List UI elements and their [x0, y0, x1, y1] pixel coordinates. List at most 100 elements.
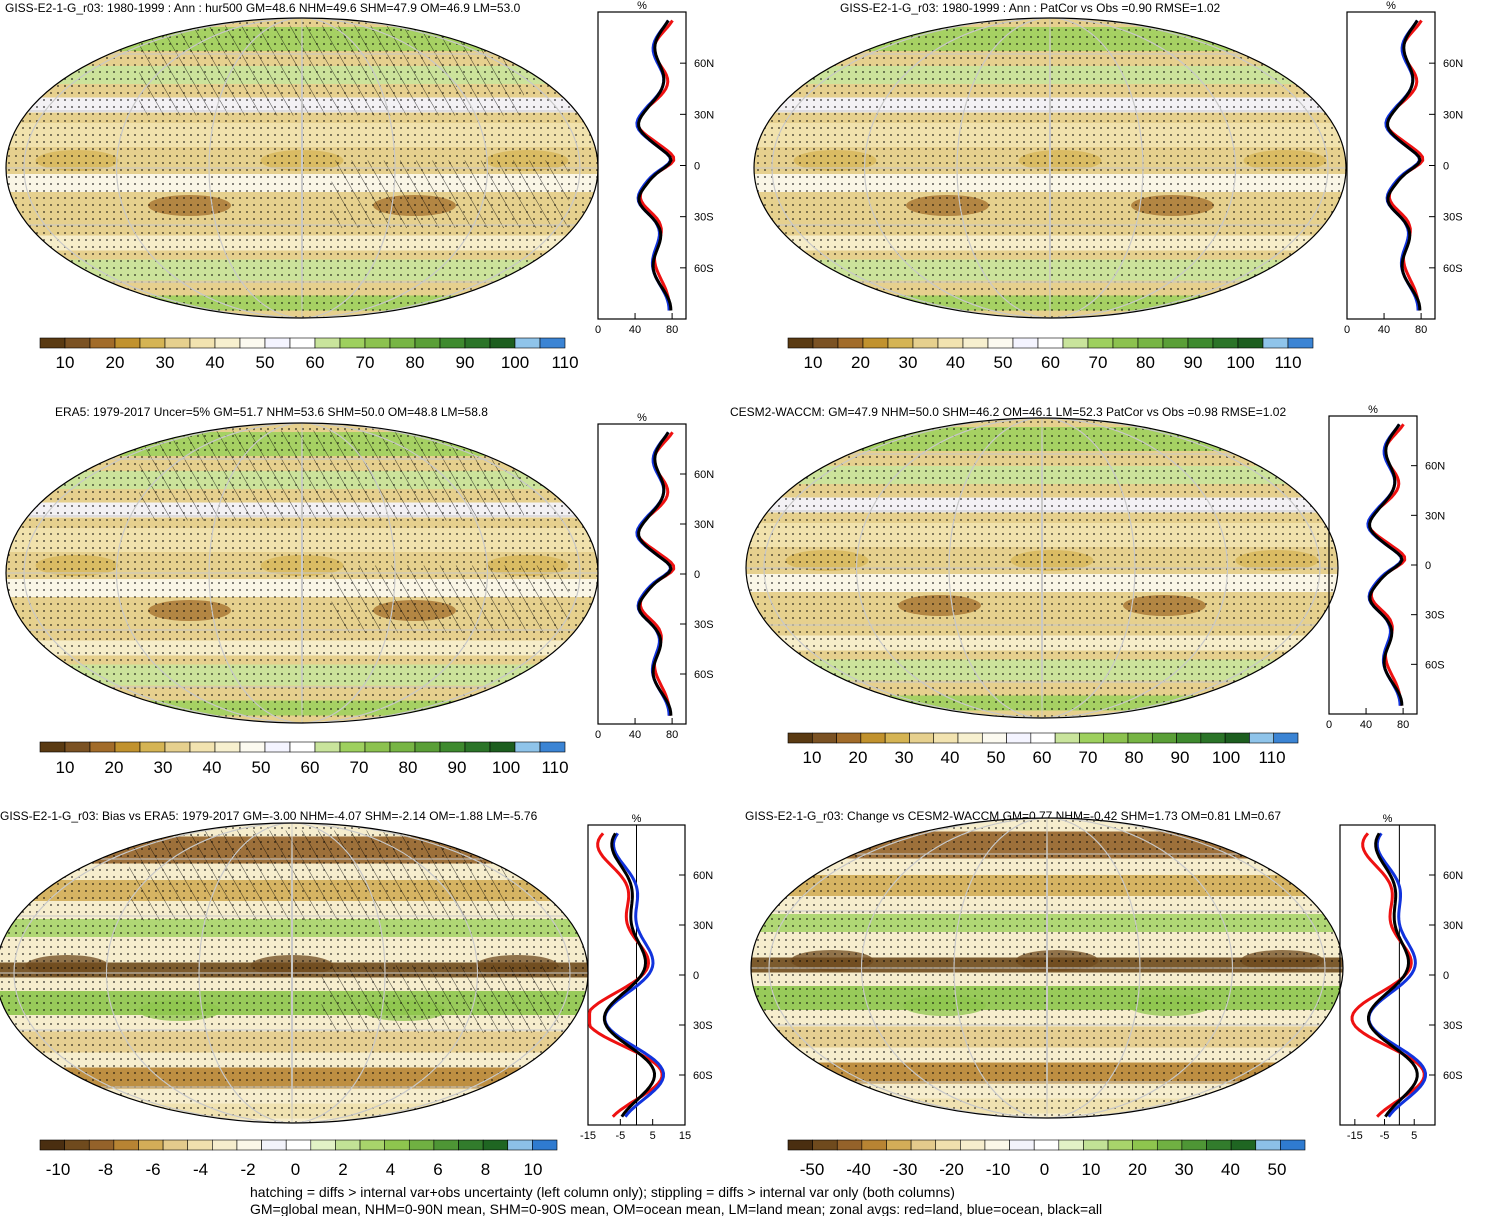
panel-5: GISS-E2-1-G_r03: Bias vs ERA5: 1979-2017…	[0, 809, 713, 1179]
colorbar-swatch	[861, 1139, 887, 1151]
colorbar-swatch	[1107, 1139, 1133, 1151]
colorbar-swatch	[957, 732, 983, 744]
x-tick-label: 40	[1378, 324, 1390, 336]
colorbar-swatch	[1009, 1139, 1035, 1151]
x-tick-label: 15	[679, 1130, 691, 1142]
colorbar-label: 90	[1184, 353, 1203, 372]
colorbar-swatch	[1079, 732, 1105, 744]
colorbar-swatch	[1206, 1139, 1232, 1151]
map	[746, 418, 1338, 718]
colorbar: 10 20 30 40 50 60 70 80 90 100 110	[39, 741, 569, 777]
colorbar-swatch	[1132, 1139, 1158, 1151]
colorbar-swatch	[1237, 337, 1264, 349]
colorbar-label: 50	[256, 353, 275, 372]
lat-tick-label: 30N	[1425, 510, 1445, 522]
colorbar-swatch	[364, 741, 391, 753]
colorbar-swatch	[464, 741, 491, 753]
colorbar-swatch	[1230, 1139, 1257, 1151]
colorbar: 10 20 30 40 50 60 70 80 90 100 110	[787, 337, 1314, 372]
colorbar-label: 40	[946, 353, 965, 372]
colorbar-swatch	[89, 741, 116, 753]
graticule-meridian	[768, 818, 1326, 1118]
colorbar-label: 30	[899, 353, 918, 372]
colorbar-label: 10	[804, 353, 823, 372]
colorbar-swatch	[933, 732, 959, 744]
lat-tick-label: 30N	[1443, 920, 1463, 932]
colorbar-swatch	[787, 337, 814, 349]
colorbar-swatch	[962, 337, 989, 349]
colorbar-label: 80	[406, 353, 425, 372]
colorbar-swatch	[1127, 732, 1153, 744]
colorbar-label: 50	[987, 748, 1006, 767]
graticule-meridian	[771, 18, 1329, 318]
panel-title: GISS-E2-1-G_r03: Bias vs ERA5: 1979-2017…	[0, 809, 538, 823]
colorbar-label: 10	[803, 748, 822, 767]
panel-title: CESM2-WACCM: GM=47.9 NHM=50.0 SHM=46.2 O…	[730, 405, 1286, 419]
colorbar-label: 2	[338, 1160, 347, 1179]
colorbar-swatch	[482, 1139, 509, 1151]
zonal-land-line	[1350, 832, 1426, 1118]
hatching	[321, 965, 559, 1033]
colorbar-swatch	[414, 741, 441, 753]
map-outline	[750, 817, 1344, 1119]
colorbar-label: 6	[433, 1160, 442, 1179]
lat-tick-label: 30S	[694, 619, 714, 631]
colorbar-swatch	[1006, 732, 1032, 744]
colorbar-swatch	[1103, 732, 1129, 744]
colorbar-swatch	[239, 337, 266, 349]
zonal-plot: % 60N 30N 0 30S 60S 0 40 80	[595, 0, 714, 336]
colorbar-swatch	[910, 1139, 937, 1151]
lat-tick-label: 60N	[1425, 461, 1445, 473]
colorbar-swatch	[1151, 732, 1177, 744]
colorbar-label: 80	[1125, 748, 1144, 767]
colorbar-swatch	[1181, 1139, 1207, 1151]
colorbar-swatch	[236, 1139, 262, 1151]
lat-tick-label: 0	[693, 970, 699, 982]
colorbar-label: 40	[941, 748, 960, 767]
colorbar-label: 40	[203, 758, 222, 777]
colorbar-swatch	[514, 741, 541, 753]
colorbar-swatch	[439, 337, 466, 349]
lat-tick-label: 60N	[694, 469, 714, 481]
zonal-ocean-line	[1367, 832, 1427, 1118]
colorbar-swatch	[389, 741, 416, 753]
lat-tick-label: 60S	[693, 1070, 713, 1082]
colorbar-swatch	[860, 732, 886, 744]
panel-title: GISS-E2-1-G_r03: Change vs CESM2-WACCM G…	[745, 809, 1281, 823]
colorbar-label: 20	[851, 353, 870, 372]
graticule-meridian	[861, 818, 1233, 1118]
colorbar-swatch	[960, 1139, 986, 1151]
colorbar-swatch	[389, 337, 416, 349]
colorbar-label: -30	[893, 1160, 918, 1179]
zonal-plot: % 60N 30N 0 30S 60S 0 40 80	[1326, 404, 1445, 731]
colorbar-label: 0	[1040, 1160, 1049, 1179]
colorbar-swatch	[214, 741, 241, 753]
map	[6, 18, 598, 318]
lat-tick-label: 30S	[1443, 212, 1463, 224]
lat-tick-label: 0	[1443, 970, 1449, 982]
lat-tick-label: 0	[1425, 560, 1431, 572]
x-tick-label: -5	[1380, 1130, 1390, 1142]
colorbar-swatch	[812, 1139, 838, 1151]
colorbar-label: 50	[1268, 1160, 1287, 1179]
colorbar-label: 20	[1128, 1160, 1147, 1179]
colorbar-label: -20	[939, 1160, 964, 1179]
panel-title: ERA5: 1979-2017 Uncer=5% GM=51.7 NHM=53.…	[55, 405, 488, 419]
colorbar-swatch	[314, 337, 341, 349]
colorbar-swatch	[314, 741, 341, 753]
lat-tick-label: 30N	[693, 920, 713, 932]
colorbar-label: -2	[240, 1160, 255, 1179]
colorbar-swatch	[514, 337, 541, 349]
colorbar-swatch	[88, 1139, 115, 1151]
graticule-meridian	[1049, 18, 1051, 318]
colorbar-swatch	[887, 337, 914, 349]
colorbar-swatch	[1156, 1139, 1183, 1151]
graticule-meridian	[1041, 418, 1043, 718]
colorbar-swatch	[1137, 337, 1164, 349]
colorbar-swatch	[408, 1139, 435, 1151]
colorbar-label: 60	[1033, 748, 1052, 767]
colorbar-swatch	[39, 741, 66, 753]
colorbar-label: 60	[306, 353, 325, 372]
lat-tick-label: 60S	[694, 263, 714, 275]
colorbar-label: 30	[1175, 1160, 1194, 1179]
